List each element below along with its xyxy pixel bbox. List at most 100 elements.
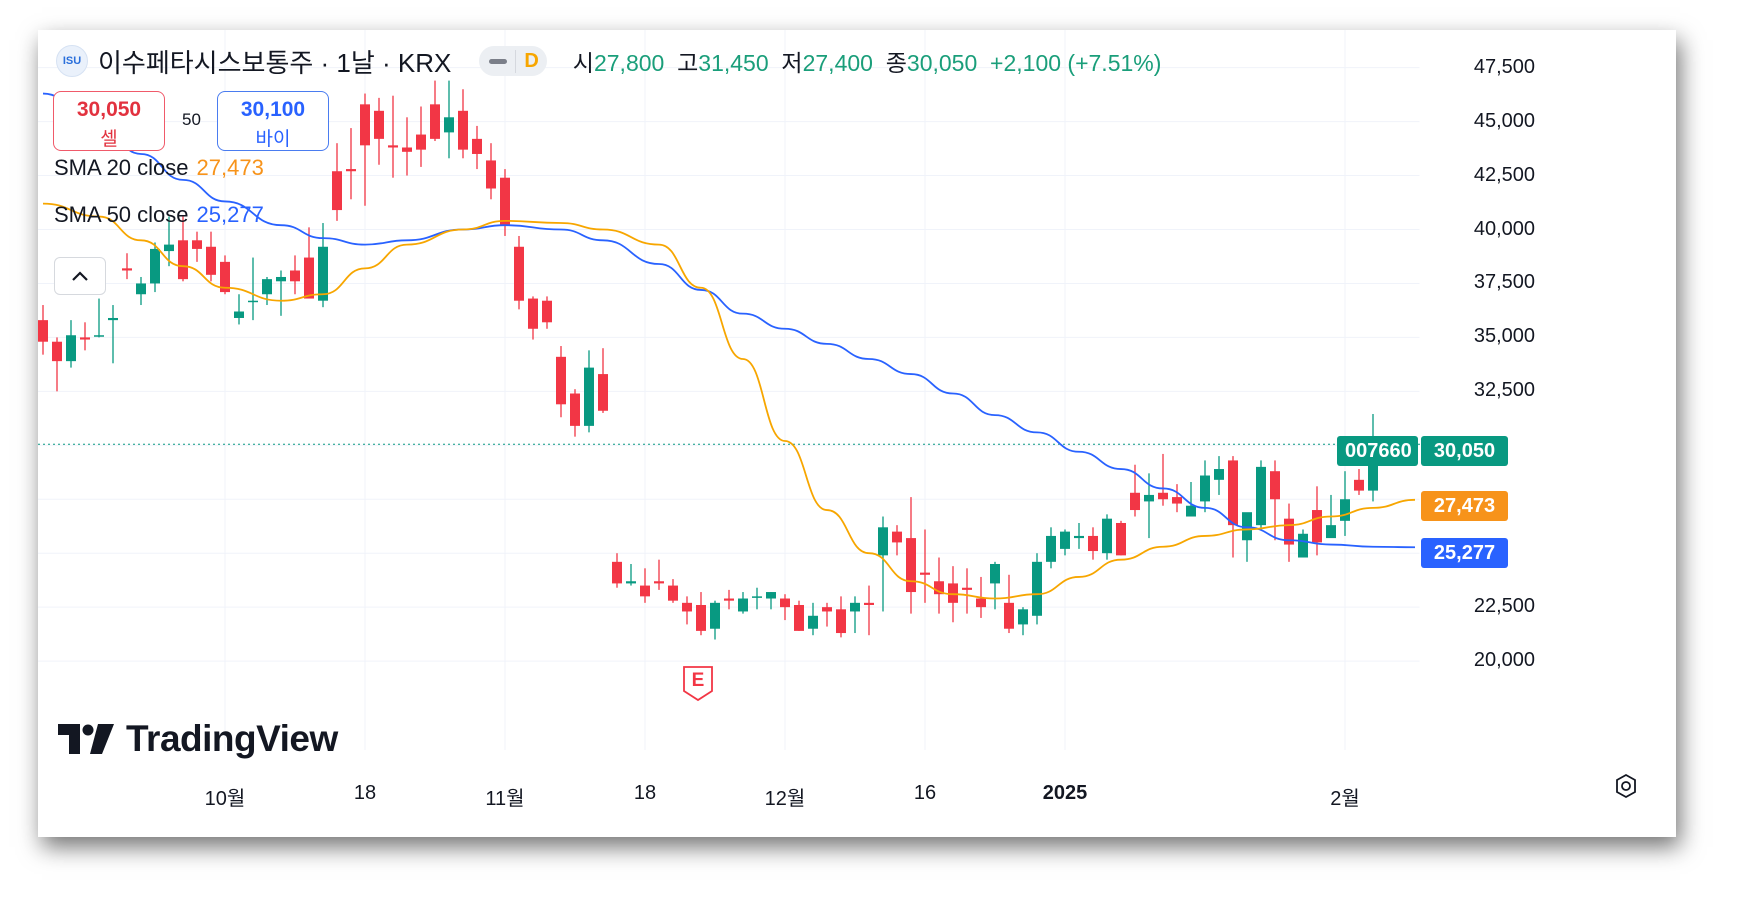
candle-body — [150, 248, 160, 284]
sell-button[interactable]: 30,050 셀 — [53, 91, 165, 151]
candle — [290, 255, 300, 295]
candle-body — [1060, 531, 1070, 549]
candle-body — [752, 596, 762, 598]
candle-body — [738, 598, 748, 612]
candle — [584, 350, 594, 433]
candle-body — [1172, 497, 1182, 504]
candle — [458, 89, 468, 159]
candle — [626, 563, 636, 586]
candle — [738, 592, 748, 614]
candle-body — [584, 367, 594, 426]
candle-body — [192, 240, 202, 249]
collapse-legend-button[interactable] — [54, 257, 106, 295]
candle — [920, 529, 930, 603]
candle — [556, 346, 566, 418]
candle — [724, 589, 734, 610]
candle — [878, 516, 888, 612]
candle-body — [836, 609, 846, 634]
candle — [1088, 527, 1098, 560]
candle-body — [472, 138, 482, 154]
buy-button[interactable]: 30,100 바이 — [217, 91, 329, 151]
candle — [1060, 529, 1070, 556]
tradingview-icon — [58, 724, 114, 754]
candle-body — [458, 110, 468, 150]
sma20-legend[interactable]: SMA 20 close 27,473 — [54, 155, 264, 181]
candle — [962, 568, 972, 614]
candle — [1340, 471, 1350, 536]
candle-body — [822, 607, 832, 612]
candle — [640, 568, 650, 603]
candle — [1298, 529, 1308, 558]
candle — [1046, 527, 1056, 569]
candle — [514, 235, 524, 310]
candle — [234, 294, 244, 325]
candle-body — [430, 104, 440, 139]
candle — [486, 143, 496, 200]
time-tick-label: 2025 — [1042, 782, 1088, 804]
high-label: 고 — [677, 50, 699, 76]
candle — [52, 337, 62, 392]
candle — [374, 97, 384, 165]
candle-body — [276, 276, 286, 282]
candle — [1228, 456, 1238, 558]
candle-body — [892, 531, 902, 543]
candle-body — [1284, 518, 1294, 545]
price-chart[interactable]: E — [38, 30, 1676, 837]
candle — [1186, 481, 1196, 517]
candle — [1354, 469, 1364, 495]
earnings-marker[interactable]: E — [683, 666, 713, 702]
candle — [332, 143, 342, 221]
sma50-legend[interactable]: SMA 50 close 25,277 — [54, 202, 264, 228]
candle — [206, 231, 216, 282]
candle-body — [682, 602, 692, 612]
candle-body — [808, 615, 818, 629]
candle-body — [1298, 533, 1308, 558]
candle-body — [80, 337, 90, 340]
candle — [598, 348, 608, 413]
candle-body — [500, 177, 510, 226]
candle — [80, 322, 90, 351]
sma50-price-tag: 25,277 — [1421, 538, 1508, 568]
candle-body — [864, 602, 874, 605]
candle — [1074, 522, 1084, 549]
settings-icon[interactable] — [1612, 772, 1640, 800]
candle-body — [38, 320, 48, 342]
last-price-tag: 30,050 — [1421, 436, 1508, 466]
candle — [864, 585, 874, 636]
candle-body — [360, 104, 370, 146]
symbol-title[interactable]: 이수페타시스보통주 · 1날 · KRX — [98, 47, 452, 78]
candle-body — [416, 134, 426, 150]
candle-body — [1186, 505, 1196, 517]
tradingview-wordmark: TradingView — [126, 718, 338, 759]
candle-body — [962, 587, 972, 590]
candle-body — [920, 572, 930, 575]
price-tick-label: 37,500 — [1473, 271, 1535, 294]
close-value: 30,050 — [906, 50, 978, 76]
sell-label: 셀 — [100, 129, 118, 150]
candle — [1242, 512, 1252, 562]
candle-body — [1088, 535, 1098, 552]
candle-body — [108, 317, 118, 321]
candle — [1032, 553, 1042, 625]
candle — [1312, 486, 1322, 556]
candle — [1018, 607, 1028, 636]
candle-body — [234, 311, 244, 318]
time-tick-label: 11월 — [485, 788, 525, 810]
candle — [668, 579, 678, 603]
candle — [1270, 460, 1280, 541]
data-source-pill[interactable]: D — [479, 46, 547, 76]
candle — [934, 557, 944, 614]
candle — [108, 305, 118, 364]
candle-body — [1256, 466, 1266, 526]
tradingview-logo[interactable]: TradingView — [58, 718, 338, 760]
candle-body — [1004, 602, 1014, 629]
candle-body — [696, 604, 706, 631]
buy-price: 30,100 — [240, 98, 306, 121]
candle — [262, 276, 272, 306]
candle-body — [220, 261, 230, 293]
candle — [122, 253, 132, 280]
sell-price: 30,050 — [76, 98, 142, 121]
candle — [1256, 460, 1266, 530]
candle — [892, 525, 902, 556]
candle-body — [612, 561, 622, 584]
